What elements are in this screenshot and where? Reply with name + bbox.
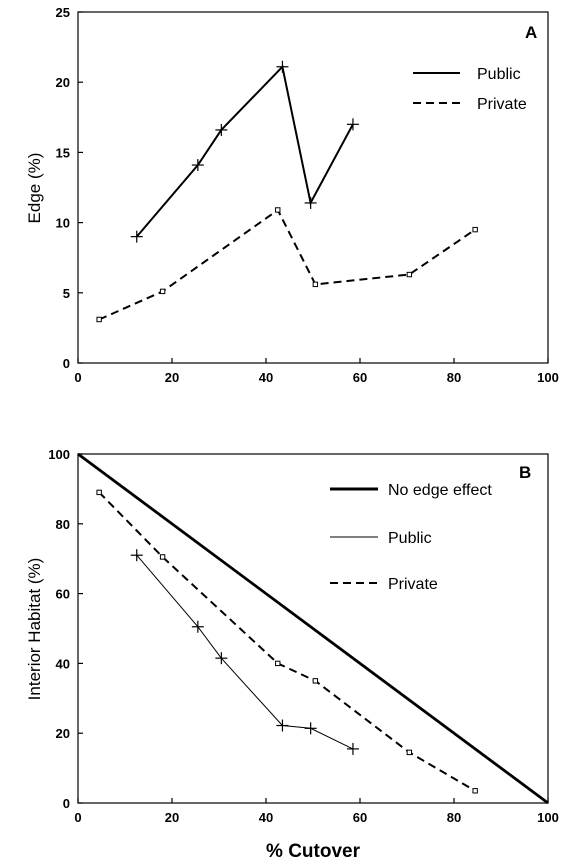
x-tick-label: 0 xyxy=(74,810,81,825)
y-tick-label: 5 xyxy=(63,286,70,301)
panel-a-y-axis-label: Edge (%) xyxy=(25,153,44,224)
series-line-public xyxy=(136,64,354,238)
data-point-plus xyxy=(130,230,143,243)
series-line-private xyxy=(98,491,476,792)
data-point-square xyxy=(96,489,102,496)
data-point-square xyxy=(406,749,413,756)
data-point-square xyxy=(312,281,319,288)
panel-a-legend: Public Private xyxy=(413,66,527,113)
x-tick-label: 20 xyxy=(165,810,179,825)
data-point-plus xyxy=(276,60,289,73)
data-point-square xyxy=(312,678,319,684)
data-point-plus xyxy=(346,742,359,755)
panel-b-y-axis-label: Interior Habitat (%) xyxy=(25,558,44,701)
y-tick-label: 25 xyxy=(56,5,70,20)
x-tick-label: 40 xyxy=(259,810,273,825)
legend-no-edge-label: No edge effect xyxy=(388,482,492,499)
x-axis-label: % Cutover xyxy=(266,841,361,862)
series-line-public xyxy=(136,554,354,750)
legend-public-label: Public xyxy=(477,66,521,83)
legend-private-b-label: Private xyxy=(388,576,438,593)
panel-b-letter: B xyxy=(519,463,531,482)
panel-b: B Interior Habitat (%) 0 20 40 60 80 100 0 20 4… xyxy=(25,447,559,862)
legend-public-b-label: Public xyxy=(388,530,432,547)
y-tick-label: 60 xyxy=(56,587,70,602)
data-point-plus xyxy=(276,719,289,732)
data-point-plus xyxy=(304,196,317,209)
data-point-square xyxy=(275,207,281,213)
x-tick-label: 60 xyxy=(353,370,367,385)
y-tick-label: 0 xyxy=(63,356,70,371)
panel-b-legend: No edge effect Public Private xyxy=(330,482,492,593)
data-point-square xyxy=(159,288,166,295)
y-tick-label: 15 xyxy=(56,145,70,160)
y-tick-label: 0 xyxy=(63,796,70,811)
panel-a-plot-frame xyxy=(77,11,549,364)
x-tick-label: 80 xyxy=(447,370,461,385)
data-point-square xyxy=(472,788,478,794)
data-point-plus xyxy=(191,159,204,172)
panel-b-plot-frame xyxy=(77,453,549,804)
data-point-plus xyxy=(215,652,228,665)
panel-a-letter: A xyxy=(525,23,537,42)
x-tick-label: 80 xyxy=(447,810,461,825)
data-point-square xyxy=(472,226,478,233)
data-point-plus xyxy=(191,620,204,633)
x-tick-label: 60 xyxy=(353,810,367,825)
x-tick-label: 100 xyxy=(537,810,559,825)
x-tick-label: 40 xyxy=(259,370,273,385)
y-tick-label: 40 xyxy=(56,656,70,671)
y-tick-label: 100 xyxy=(48,447,70,462)
y-tick-label: 20 xyxy=(56,726,70,741)
series-line-private xyxy=(98,208,476,321)
legend-private-label: Private xyxy=(477,96,527,113)
y-tick-label: 10 xyxy=(56,216,70,231)
x-tick-label: 0 xyxy=(74,370,81,385)
data-point-square xyxy=(406,271,413,278)
x-tick-label: 20 xyxy=(165,370,179,385)
series-line-no-edge-effect xyxy=(77,452,549,805)
data-point-plus xyxy=(304,722,317,735)
data-point-square xyxy=(96,316,102,323)
data-point-plus xyxy=(130,549,143,562)
data-point-plus xyxy=(215,123,228,136)
x-tick-label: 100 xyxy=(537,370,559,385)
panel-a: A Edge (%) 0 20 40 60 80 100 0 5 10 15 20 25 Publi… xyxy=(25,5,559,385)
y-tick-label: 20 xyxy=(56,75,70,90)
data-point-square xyxy=(275,660,281,667)
y-tick-label: 80 xyxy=(56,517,70,532)
data-point-square xyxy=(159,554,166,560)
data-point-plus xyxy=(346,118,359,131)
